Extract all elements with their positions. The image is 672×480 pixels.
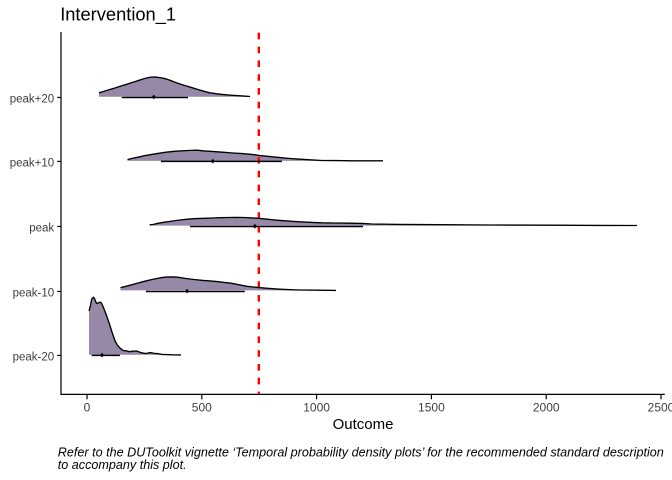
- svg-text:Outcome: Outcome: [333, 416, 394, 433]
- svg-text:peak+20: peak+20: [10, 94, 54, 106]
- svg-text:peak+10: peak+10: [10, 158, 54, 170]
- svg-text:0: 0: [84, 400, 91, 414]
- svg-text:500: 500: [192, 400, 212, 414]
- svg-text:1500: 1500: [418, 400, 445, 414]
- svg-text:Refer to the DUToolkit vignett: Refer to the DUToolkit vignette ‘Tempora…: [58, 445, 664, 459]
- svg-text:2500: 2500: [648, 400, 672, 414]
- svg-text:1000: 1000: [303, 400, 330, 414]
- svg-text:peak-20: peak-20: [13, 352, 55, 364]
- svg-text:peak: peak: [29, 223, 54, 235]
- svg-text:2000: 2000: [533, 400, 560, 414]
- svg-text:peak-10: peak-10: [13, 288, 55, 300]
- svg-text:to accompany this plot.: to accompany this plot.: [58, 458, 187, 472]
- svg-text:Intervention_1: Intervention_1: [60, 4, 176, 26]
